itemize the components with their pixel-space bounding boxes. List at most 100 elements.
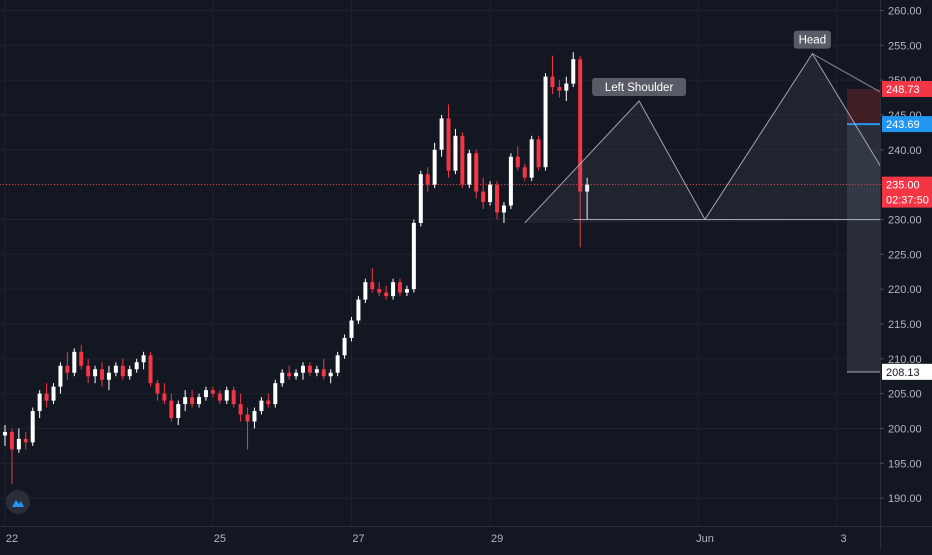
price-tag-box	[882, 80, 932, 97]
price-tick-label: 260.00	[888, 5, 922, 17]
cloud-glyph	[12, 500, 24, 507]
candle-bearish	[377, 289, 382, 293]
candle-bearish	[370, 282, 375, 290]
candle-bullish	[72, 351, 77, 373]
candle-bullish	[127, 369, 132, 377]
current-price-text: 235.00	[886, 180, 920, 192]
candle-bullish	[183, 397, 188, 405]
candle-bearish	[495, 184, 500, 213]
candle-bullish	[508, 156, 513, 206]
price-tick-label: 225.00	[888, 249, 922, 261]
candle-bearish	[557, 87, 562, 91]
price-tag-text: 248.73	[886, 84, 920, 96]
candle-bearish	[23, 438, 28, 443]
candle-bullish	[113, 365, 118, 373]
time-axis-background	[0, 526, 880, 550]
price-tag-text: 208.13	[886, 367, 920, 379]
candle-bullish	[203, 390, 208, 398]
candle-bearish	[425, 174, 430, 185]
price-tick-label: 200.00	[888, 423, 922, 435]
candle-bearish	[474, 153, 479, 192]
candle-bullish	[141, 355, 146, 363]
candle-bearish	[231, 390, 236, 405]
candle-bearish	[398, 282, 403, 293]
candle-bullish	[501, 205, 506, 213]
candle-bearish	[65, 365, 70, 373]
candle-bullish	[37, 393, 42, 412]
candle-bullish	[529, 139, 534, 178]
candle-bearish	[245, 414, 250, 422]
candle-bullish	[106, 372, 111, 380]
price-tick-label: 215.00	[888, 319, 922, 331]
candle-bullish	[176, 404, 181, 419]
price-tick-label: 230.00	[888, 214, 922, 226]
candle-bearish	[481, 191, 486, 203]
candle-bearish	[550, 76, 555, 88]
candle-bullish	[418, 174, 423, 223]
time-tick-label: 22	[6, 533, 18, 545]
candle-bearish	[120, 365, 125, 377]
candle-bearish	[190, 397, 195, 405]
time-tick-label: 27	[352, 533, 364, 545]
candle-bearish	[100, 369, 105, 380]
candle-bearish	[446, 118, 451, 171]
candle-bearish	[307, 365, 312, 373]
candle-bearish	[210, 390, 215, 394]
time-tick-label: 29	[491, 533, 503, 545]
candle-bearish	[169, 400, 174, 419]
time-tick-label: 25	[214, 533, 226, 545]
candle-bullish	[363, 282, 368, 300]
candle-bearish	[155, 383, 160, 394]
price-tick-label: 195.00	[888, 458, 922, 470]
candle-bearish	[148, 355, 153, 384]
candle-bearish	[86, 365, 91, 377]
head-label: Head	[793, 30, 831, 49]
candle-bullish	[404, 289, 409, 293]
candle-bullish	[280, 372, 285, 384]
candle-bearish	[287, 372, 292, 377]
candle-bullish	[453, 135, 458, 171]
pattern-projection-line	[812, 53, 932, 122]
annotation-bubble	[793, 30, 831, 49]
candle-bullish	[58, 365, 63, 387]
candle-bearish	[79, 351, 84, 366]
candle-bullish	[391, 282, 396, 297]
candle-bullish	[93, 369, 98, 377]
time-tick-label: Jun	[696, 533, 714, 545]
price-tick-label: 205.00	[888, 389, 922, 401]
candle-bullish	[300, 365, 305, 373]
price-tick-label: 220.00	[888, 284, 922, 296]
candle-bullish	[224, 390, 229, 401]
price-tag-box	[882, 363, 932, 380]
bar-countdown-text: 02:37:50	[886, 195, 929, 207]
tradingview-cloud-icon[interactable]	[6, 490, 30, 514]
candle-bullish	[585, 184, 590, 192]
left-shoulder-label: Left Shoulder	[592, 78, 687, 97]
candle-bullish	[51, 386, 56, 401]
candle-bearish	[266, 400, 271, 405]
candle-bearish	[44, 393, 49, 401]
price-tick-label: 210.00	[888, 354, 922, 366]
candle-bearish	[9, 431, 14, 450]
candle-bearish	[217, 393, 222, 401]
candle-bullish	[197, 397, 202, 405]
candle-bullish	[3, 431, 7, 436]
price-tick-label: 190.00	[888, 493, 922, 505]
time-tick-label: 3	[841, 533, 847, 545]
pattern-fill	[524, 53, 932, 223]
candle-bearish	[162, 393, 167, 401]
candle-bullish	[30, 411, 35, 443]
candle-bullish	[432, 149, 437, 185]
candle-bearish	[238, 404, 243, 415]
candle-bullish	[349, 320, 354, 338]
annotation-text: Left Shoulder	[605, 82, 674, 94]
entry-price-tag: 243.69	[882, 116, 932, 133]
candle-bullish	[411, 222, 416, 290]
candle-bullish	[335, 355, 340, 373]
candle-bearish	[522, 167, 527, 178]
price-tick-label: 240.00	[888, 145, 922, 157]
annotation-text: Head	[799, 35, 827, 47]
candle-bearish	[515, 156, 520, 168]
